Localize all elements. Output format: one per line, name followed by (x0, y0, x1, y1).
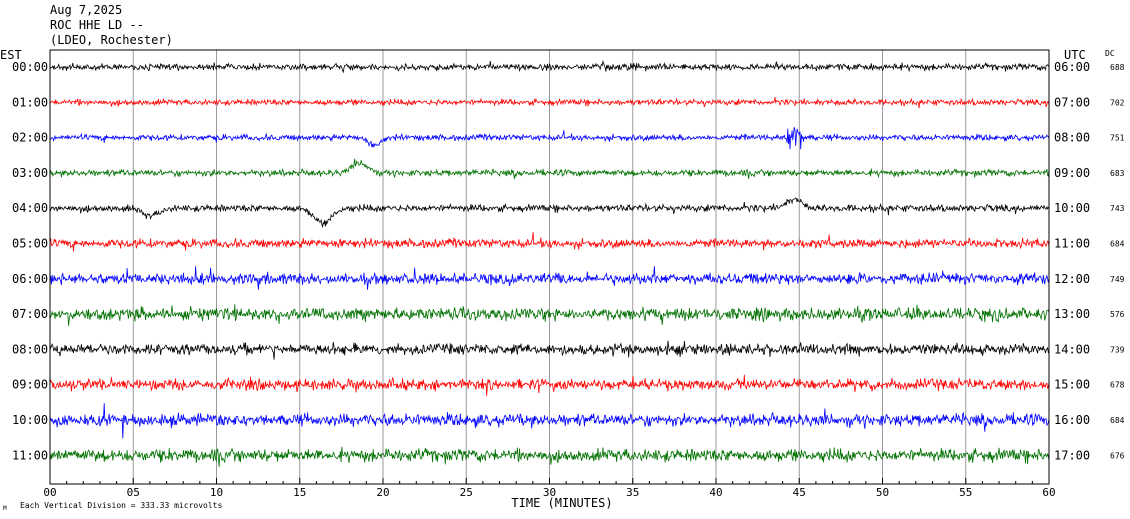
utc-label: 06:00 (1054, 60, 1090, 74)
dc-label: 702 (1110, 98, 1125, 107)
x-tick-label: 55 (959, 486, 972, 499)
x-tick-label: 15 (293, 486, 306, 499)
utc-label: 08:00 (1054, 131, 1090, 145)
dc-label: 739 (1110, 345, 1125, 354)
est-label: 10:00 (12, 413, 48, 427)
utc-label: 10:00 (1054, 201, 1090, 215)
trace-1100 (49, 446, 1050, 468)
x-tick-label: 40 (709, 486, 722, 499)
header-network: (LDEO, Rochester) (50, 33, 173, 47)
est-label: 00:00 (12, 60, 48, 74)
utc-label: 15:00 (1054, 378, 1090, 392)
minute-gridlines (132, 50, 967, 484)
utc-label: 17:00 (1054, 448, 1090, 462)
trace-0300 (49, 158, 1050, 180)
trace-0100 (49, 96, 1050, 109)
trace-0200 (49, 127, 1050, 150)
est-label: 06:00 (12, 272, 48, 286)
dc-label: 688 (1110, 63, 1125, 72)
est-label: 02:00 (12, 131, 48, 145)
utc-label: 07:00 (1054, 95, 1090, 109)
est-label: 03:00 (12, 166, 48, 180)
header-date: Aug 7,2025 (50, 3, 123, 17)
est-label: 04:00 (12, 201, 48, 215)
trace-0600 (49, 266, 1050, 290)
utc-label: 14:00 (1054, 342, 1090, 356)
x-tick-label: 10 (210, 486, 223, 499)
x-tick-label: 35 (626, 486, 639, 499)
trace-0500 (49, 232, 1050, 252)
dc-label: 684 (1110, 416, 1125, 425)
trace-group (49, 60, 1050, 468)
utc-label: 12:00 (1054, 272, 1090, 286)
dc-label: 678 (1110, 381, 1125, 390)
utc-axis-title: UTC (1064, 48, 1086, 62)
dc-offset-labels: 688 702 751 683 743 684 749 576 739 678 684 676 (1110, 63, 1125, 460)
utc-label: 13:00 (1054, 307, 1090, 321)
dc-label: 576 (1110, 310, 1125, 319)
est-label: 01:00 (12, 95, 48, 109)
x-tick-labels: 00 05 10 15 20 25 30 35 40 45 50 55 60 (43, 486, 1055, 499)
est-label: 08:00 (12, 342, 48, 356)
dc-label: 749 (1110, 275, 1125, 284)
est-hour-labels: 00:00 01:00 02:00 03:00 04:00 05:00 06:00 07:00… (12, 60, 48, 462)
x-tick-label: 25 (460, 486, 473, 499)
dc-label: 676 (1110, 451, 1125, 460)
utc-label: 16:00 (1054, 413, 1090, 427)
scale-mark: M (3, 505, 7, 512)
est-label: 09:00 (12, 378, 48, 392)
est-label: 07:00 (12, 307, 48, 321)
x-axis-title: TIME (MINUTES) (511, 496, 612, 510)
utc-label: 11:00 (1054, 237, 1090, 251)
x-tick-label: 05 (127, 486, 140, 499)
trace-0700 (49, 304, 1050, 326)
est-label: 11:00 (12, 448, 48, 462)
trace-0800 (49, 340, 1050, 360)
x-tick-label: 60 (1042, 486, 1055, 499)
x-tick-label: 50 (876, 486, 889, 499)
trace-0400 (49, 197, 1050, 229)
est-label: 05:00 (12, 237, 48, 251)
dc-label: 684 (1110, 240, 1125, 249)
utc-label: 09:00 (1054, 166, 1090, 180)
trace-0900 (49, 374, 1050, 396)
dc-label: 743 (1110, 204, 1125, 213)
x-tick-label: 00 (43, 486, 56, 499)
x-tick-label: 20 (376, 486, 389, 499)
dc-column-title: DC (1105, 49, 1115, 58)
header-station: ROC HHE LD -- (50, 18, 144, 32)
plot-frame (49, 49, 1050, 485)
dc-label: 683 (1110, 169, 1125, 178)
x-tick-label: 45 (793, 486, 806, 499)
utc-hour-labels: 06:00 07:00 08:00 09:00 10:00 11:00 12:00 13:00… (1054, 60, 1090, 462)
scale-note: Each Vertical Division = 333.33 microvol… (20, 501, 222, 510)
x-tick-label: 30 (543, 486, 556, 499)
dc-label: 751 (1110, 134, 1125, 143)
trace-0000 (49, 60, 1050, 74)
est-axis-title: EST (0, 48, 22, 62)
trace-1000 (49, 403, 1050, 439)
